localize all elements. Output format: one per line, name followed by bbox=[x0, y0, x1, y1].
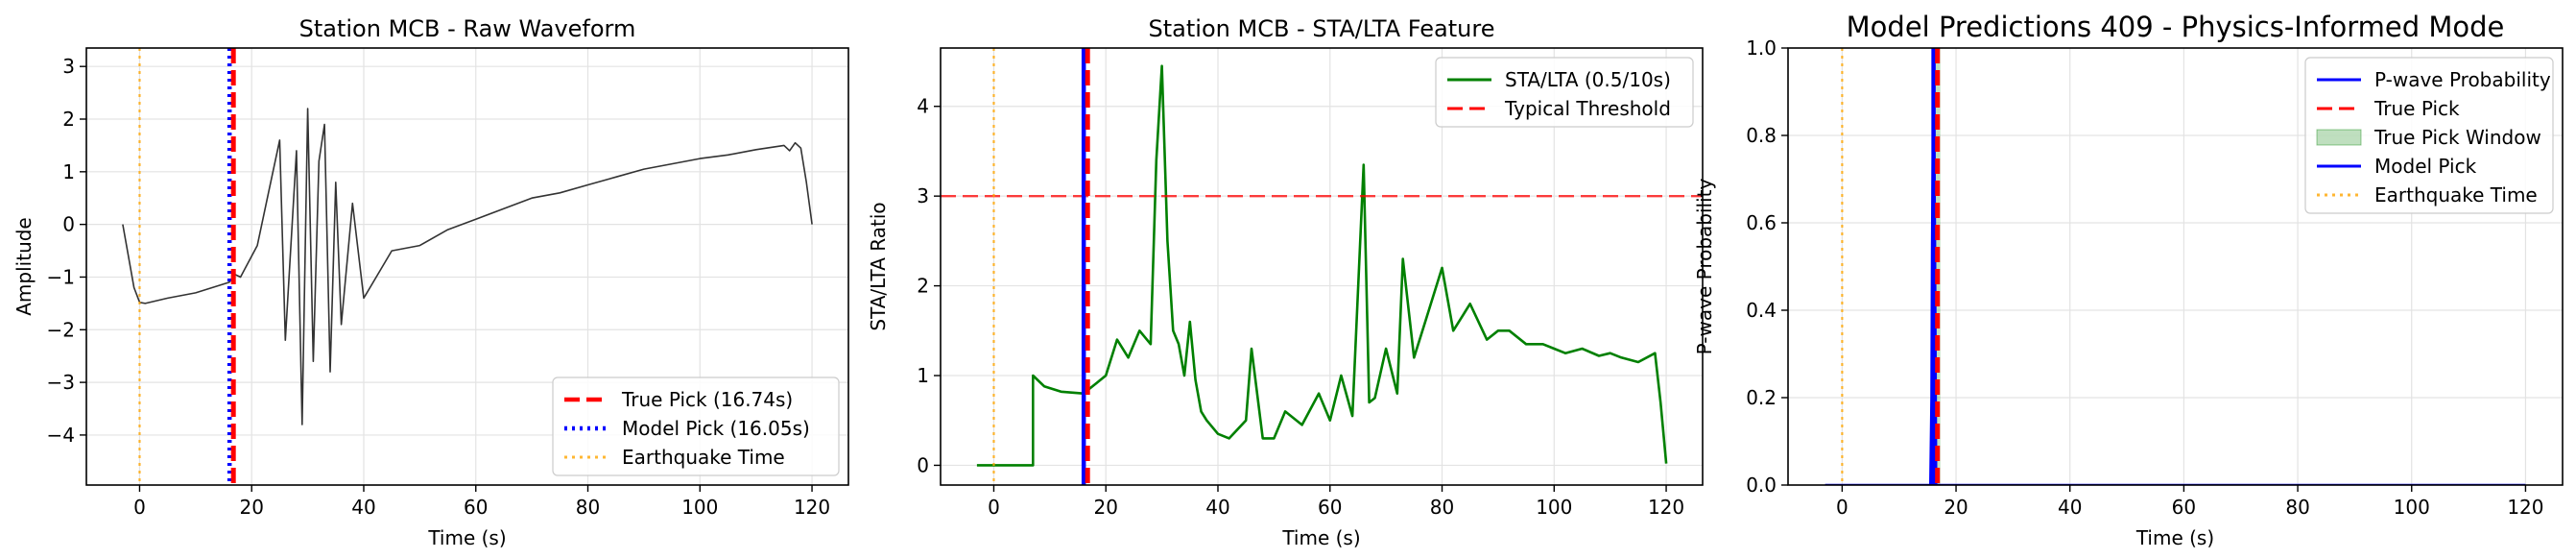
y-tick-label: 3 bbox=[62, 55, 75, 78]
y-tick-label: 1.0 bbox=[1746, 36, 1777, 60]
y-tick-label: 0.6 bbox=[1746, 211, 1777, 234]
x-tick-label: 40 bbox=[351, 496, 375, 519]
plot-area bbox=[122, 48, 813, 485]
legend: True Pick (16.74s) Model Pick (16.05s) Ear… bbox=[552, 377, 840, 476]
legend: STA/LTA (0.5/10s) Typical Threshold bbox=[1435, 57, 1694, 128]
y-tick-label: 0.8 bbox=[1746, 124, 1777, 147]
axes-frame bbox=[1787, 47, 2564, 486]
legend-entry: Model Pick (16.05s) bbox=[564, 417, 810, 440]
x-tick-label: 0 bbox=[988, 496, 1000, 519]
chart-title: Model Predictions 409 - Physics-Informed… bbox=[1847, 11, 2505, 43]
legend-label: Earthquake Time bbox=[622, 446, 785, 469]
y-tick-label: 1 bbox=[917, 364, 929, 387]
legend-entry: Earthquake Time bbox=[2317, 183, 2538, 207]
x-axis-label: Time (s) bbox=[1281, 526, 1360, 549]
legend-entry: Model Pick bbox=[2317, 155, 2477, 178]
y-tick-label: 0 bbox=[62, 213, 75, 236]
legend-entry: Typical Threshold bbox=[1447, 97, 1671, 120]
chart-panel-3: 0 20 40 60 80 100 120 0.0 0.2 0.4 0.6 0.8 1.0 Model P… bbox=[1693, 11, 2564, 549]
axes-frame bbox=[940, 47, 1704, 486]
x-tick-label: 120 bbox=[1648, 496, 1684, 519]
x-axis-label: Time (s) bbox=[427, 526, 506, 549]
chart-title: Station MCB - Raw Waveform bbox=[299, 15, 636, 42]
x-tick-label: 40 bbox=[1205, 496, 1229, 519]
x-tick-label: 100 bbox=[681, 496, 718, 519]
legend-label: Earthquake Time bbox=[2374, 183, 2538, 207]
legend-label: P-wave Probability bbox=[2374, 68, 2551, 91]
x-tick-label: 80 bbox=[576, 496, 600, 519]
x-tick-label: 0 bbox=[133, 496, 146, 519]
legend-label: Typical Threshold bbox=[1504, 97, 1671, 120]
y-tick-label: 3 bbox=[917, 184, 929, 207]
x-tick-label: 80 bbox=[2285, 496, 2309, 519]
legend-label: True Pick Window bbox=[2373, 126, 2541, 149]
y-axis-label: P-wave Probability bbox=[1693, 179, 1716, 355]
legend-label: Model Pick bbox=[2374, 155, 2477, 178]
y-tick-label: 1 bbox=[62, 160, 75, 183]
x-tick-label: 60 bbox=[2172, 496, 2196, 519]
y-axis-label: Amplitude bbox=[12, 217, 36, 316]
legend-label: True Pick (16.74s) bbox=[621, 388, 793, 411]
y-tick-label: 2 bbox=[62, 108, 75, 131]
legend-entry: True Pick (16.74s) bbox=[564, 388, 793, 411]
x-tick-label: 60 bbox=[1318, 496, 1342, 519]
legend-box bbox=[1435, 57, 1694, 128]
x-tick-label: 60 bbox=[464, 496, 488, 519]
y-tick-label: 4 bbox=[917, 95, 929, 118]
y-tick-label: −3 bbox=[47, 371, 75, 394]
plot-area bbox=[941, 48, 1703, 485]
axes-frame bbox=[85, 47, 849, 486]
y-tick-label: 0.4 bbox=[1746, 299, 1777, 322]
y-axis-label: STA/LTA Ratio bbox=[867, 202, 890, 330]
y-tick-label: 0 bbox=[917, 453, 929, 476]
legend-box bbox=[2304, 57, 2554, 214]
legend-entry: STA/LTA (0.5/10s) bbox=[1447, 68, 1671, 91]
legend: P-wave Probability True Pick True Pick Win… bbox=[2304, 57, 2554, 214]
x-tick-label: 0 bbox=[1836, 496, 1849, 519]
legend-label: Model Pick (16.05s) bbox=[622, 417, 810, 440]
legend-box bbox=[552, 377, 840, 476]
legend-entry: P-wave Probability bbox=[2317, 68, 2551, 91]
legend-entry: Earthquake Time bbox=[564, 446, 785, 469]
x-tick-label: 20 bbox=[1094, 496, 1118, 519]
x-tick-label: 120 bbox=[794, 496, 830, 519]
x-tick-label: 20 bbox=[240, 496, 264, 519]
legend-label: STA/LTA (0.5/10s) bbox=[1505, 68, 1671, 91]
y-tick-label: −1 bbox=[47, 265, 75, 288]
chart-panel-1: 0 20 40 60 80 100 120 −4 −3 −2 −1 0 1 2 3 Station MCB -… bbox=[12, 15, 849, 549]
x-tick-label: 80 bbox=[1430, 496, 1454, 519]
y-tick-label: −2 bbox=[47, 318, 75, 341]
x-tick-label: 100 bbox=[1536, 496, 1572, 519]
x-tick-label: 40 bbox=[2058, 496, 2082, 519]
x-tick-label: 20 bbox=[1944, 496, 1968, 519]
legend-entry: True Pick bbox=[2317, 97, 2460, 120]
legend-swatch bbox=[2316, 129, 2362, 146]
series-line-1 bbox=[976, 64, 1668, 467]
y-tick-label: −4 bbox=[47, 424, 75, 447]
x-tick-label: 120 bbox=[2507, 496, 2543, 519]
plot-area bbox=[1825, 48, 2526, 485]
y-tick-label: 2 bbox=[917, 275, 929, 298]
chart-panel-2: 0 20 40 60 80 100 120 0 1 2 3 4 Station MCB - STA/LT… bbox=[867, 15, 1704, 549]
x-tick-label: 100 bbox=[2394, 496, 2430, 519]
true-pick-window bbox=[1934, 48, 1941, 485]
y-tick-label: 0.2 bbox=[1746, 386, 1777, 409]
legend-label: True Pick bbox=[2373, 97, 2460, 120]
legend-entry: True Pick Window bbox=[2316, 126, 2541, 149]
x-axis-label: Time (s) bbox=[2135, 526, 2214, 549]
chart-title: Station MCB - STA/LTA Feature bbox=[1149, 15, 1495, 42]
y-tick-label: 0.0 bbox=[1746, 474, 1777, 497]
